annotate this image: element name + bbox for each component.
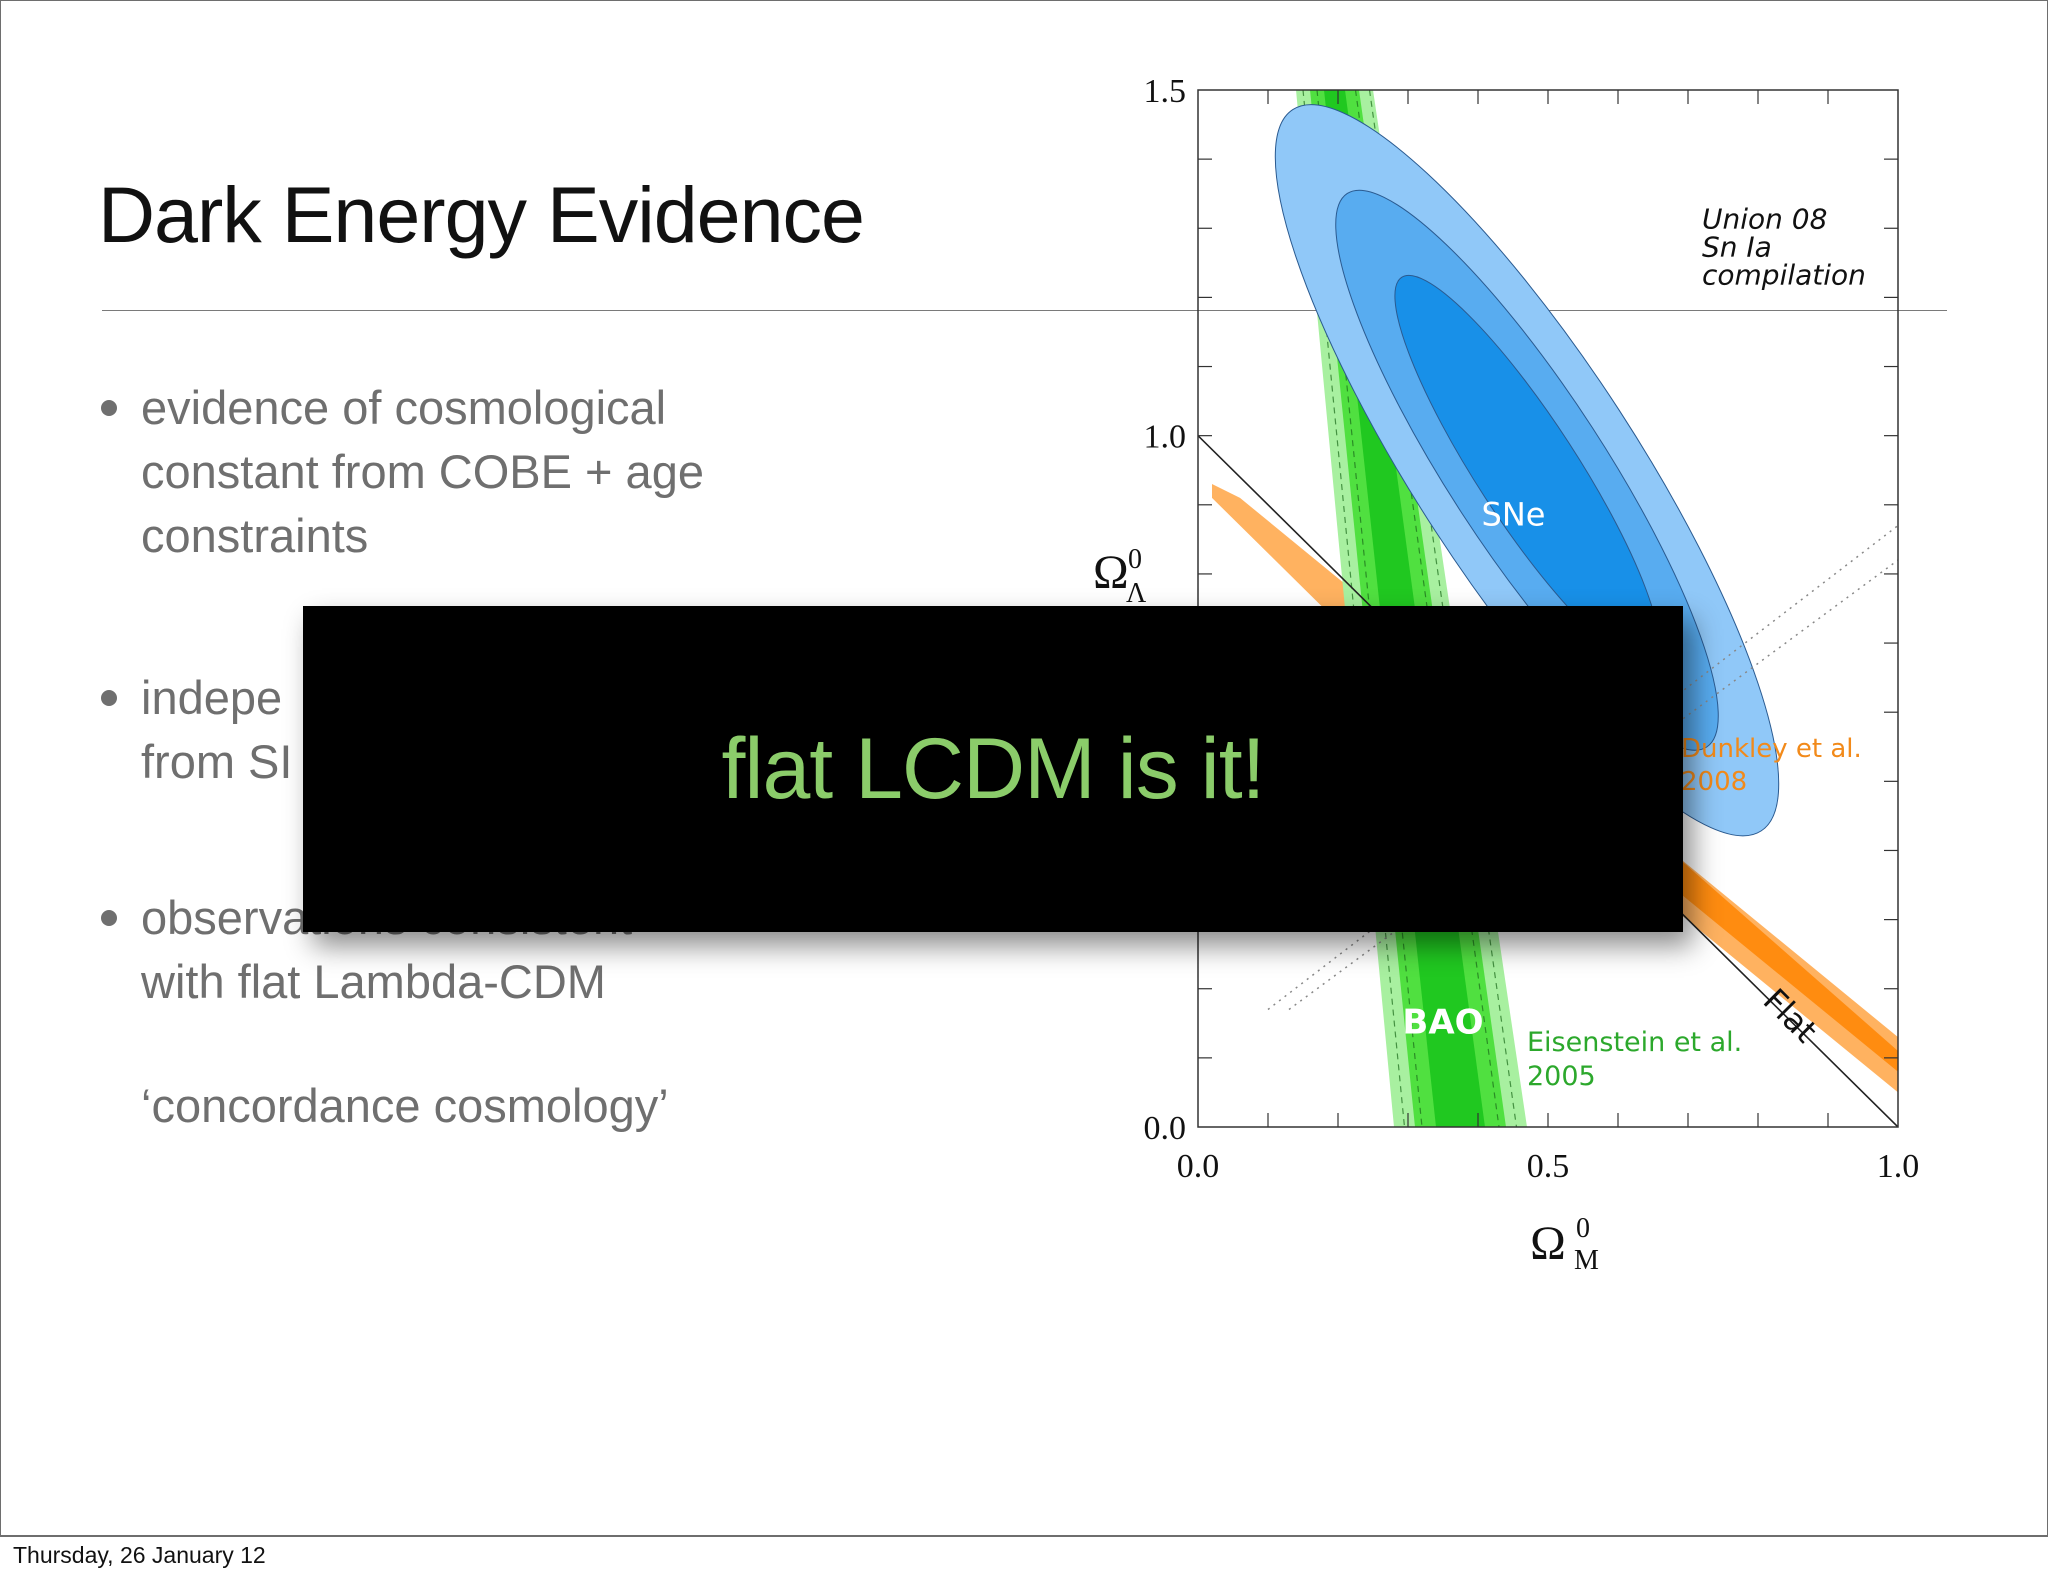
union08-annotation: Sn Ia xyxy=(1702,230,1772,263)
y-tick-label: 1.0 xyxy=(1144,419,1187,456)
bullet-item-2: indepe from SI xyxy=(101,666,821,794)
eisenstein-annotation: Eisenstein et al. xyxy=(1527,1027,1742,1058)
x-tick-label: 1.0 xyxy=(1877,1148,1920,1185)
cmb-label: CMB xyxy=(1773,868,1853,942)
slide: Dark Energy Evidence evidence of cosmolo… xyxy=(0,0,2048,1537)
union08-annotation: Union 08 xyxy=(1702,202,1827,235)
bullet-text: evidence of cosmological constant from C… xyxy=(141,381,704,562)
title-divider xyxy=(102,310,1947,311)
overlay-banner: flat LCDM is it! xyxy=(303,606,1683,932)
overlay-text: flat LCDM is it! xyxy=(721,720,1265,817)
slide-title: Dark Energy Evidence xyxy=(98,170,865,259)
dunkley-annotation: Dunkley et al. xyxy=(1681,734,1862,764)
bullet-dot-icon xyxy=(101,910,117,926)
eisenstein-annotation: 2005 xyxy=(1527,1061,1596,1092)
dunkley-annotation: 2008 xyxy=(1681,767,1747,797)
bao-contour-line xyxy=(1368,90,1518,1127)
bullet-dot-icon xyxy=(101,690,117,706)
y-tick-label: 0.0 xyxy=(1144,1110,1187,1147)
footer-date: Thursday, 26 January 12 xyxy=(13,1542,266,1568)
sne-label: SNe xyxy=(1482,496,1546,534)
y-tick-label: 1.5 xyxy=(1144,73,1187,110)
y-axis-label: Ω xyxy=(1093,546,1129,599)
x-tick-label: 0.5 xyxy=(1527,1148,1570,1185)
x-axis-subscript: M xyxy=(1574,1245,1599,1276)
footer-divider xyxy=(0,1535,2048,1536)
concordance-caption: ‘concordance cosmology’ xyxy=(141,1079,669,1132)
x-tick-label: 0.0 xyxy=(1177,1148,1220,1185)
y-axis-subscript: Λ xyxy=(1126,578,1147,609)
bao-label: BAO xyxy=(1402,1003,1483,1043)
y-axis-superscript: 0 xyxy=(1128,544,1142,575)
bao-contour-line xyxy=(1354,90,1500,1127)
x-axis-label: Ω xyxy=(1530,1217,1566,1270)
bullet-item-1: evidence of cosmological constant from C… xyxy=(101,376,821,568)
union08-annotation: compilation xyxy=(1702,258,1866,291)
x-axis-superscript: 0 xyxy=(1576,1213,1590,1244)
bullet-text: indepe from SI xyxy=(141,671,293,788)
bullet-dot-icon xyxy=(101,400,117,416)
